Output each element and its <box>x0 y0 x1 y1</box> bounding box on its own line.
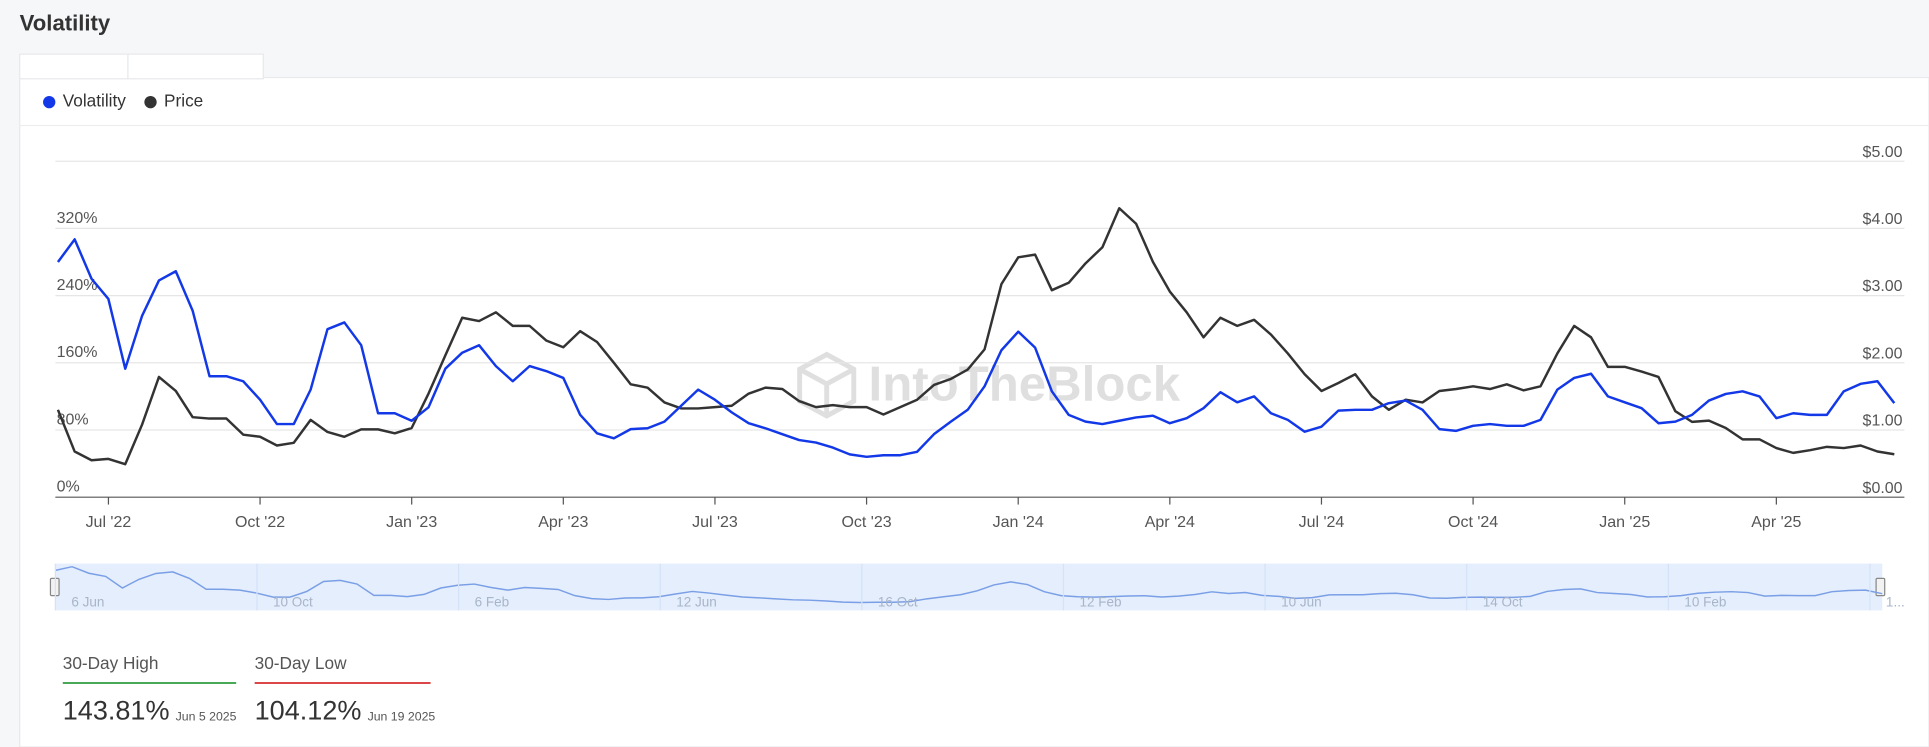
x-tick-label: Oct '22 <box>235 514 285 531</box>
x-tick-label: Jul '22 <box>86 514 132 531</box>
navigator-label: 14 Oct <box>1483 595 1523 610</box>
line-price <box>56 206 1895 466</box>
navigator-label: 6 Feb <box>475 595 510 610</box>
y2-tick-label: $3.00 <box>1863 278 1903 295</box>
y-tick-label: 160% <box>57 344 98 361</box>
page-title: Volatility <box>20 10 111 35</box>
panel <box>19 76 1929 747</box>
navigator-label: 10 Jun <box>1281 595 1322 610</box>
x-tick-label: Apr '24 <box>1145 514 1195 531</box>
legend-swatch <box>43 95 56 109</box>
navigator-label: 10 Feb <box>1684 595 1726 610</box>
y2-tick-label: $1.00 <box>1863 413 1903 430</box>
x-tick-label: Oct '23 <box>842 514 892 531</box>
stat-date: Jun 5 2025 <box>176 710 237 724</box>
x-tick-label: Jan '23 <box>386 514 437 531</box>
navigator-label: 12 Jun <box>676 595 717 610</box>
watermark-text: IntoTheBlock <box>869 357 1181 412</box>
tab[interactable] <box>127 53 264 80</box>
x-tick-label: Jan '25 <box>1599 514 1650 531</box>
navigator-band <box>55 563 1883 611</box>
y2-tick-label: $0.00 <box>1863 480 1903 497</box>
y-tick-label: 320% <box>57 210 98 227</box>
navigator-handle[interactable] <box>1875 577 1886 597</box>
x-tick-label: Jul '24 <box>1299 514 1345 531</box>
x-tick-label: Jul '23 <box>692 514 738 531</box>
watermark-logo <box>797 351 857 419</box>
stat-label: 30-Day High <box>63 653 159 673</box>
x-tick-label: Oct '24 <box>1448 514 1498 531</box>
x-tick-label: Apr '23 <box>538 514 588 531</box>
x-tick-label: Apr '25 <box>1751 514 1801 531</box>
legend-label: Volatility <box>63 91 127 111</box>
y2-tick-label: $5.00 <box>1863 144 1903 161</box>
legend-swatch <box>144 95 157 109</box>
stat-label: 30-Day Low <box>255 653 347 673</box>
watermark: IntoTheBlock <box>797 351 1181 419</box>
y2-tick-label: $4.00 <box>1863 211 1903 228</box>
legend-label: Price <box>164 91 203 111</box>
line-volatility <box>56 238 1896 459</box>
navigator-label: 16 Oct <box>878 595 918 610</box>
stat-date: Jun 19 2025 <box>368 710 436 724</box>
navigator-line <box>55 565 1883 604</box>
x-tick-label: Jan '24 <box>993 514 1044 531</box>
y-tick-label: 0% <box>57 479 80 496</box>
navigator-label: 6 Jun <box>71 595 104 610</box>
y2-tick-label: $2.00 <box>1863 345 1903 362</box>
stat-value: 143.81% <box>63 696 170 726</box>
tab[interactable] <box>19 53 129 80</box>
navigator-label: 10 Oct <box>273 595 313 610</box>
stat-value: 104.12% <box>255 696 362 726</box>
navigator-label: 1... <box>1886 595 1905 610</box>
navigator-label: 12 Feb <box>1079 595 1121 610</box>
y-tick-label: 240% <box>57 277 98 294</box>
